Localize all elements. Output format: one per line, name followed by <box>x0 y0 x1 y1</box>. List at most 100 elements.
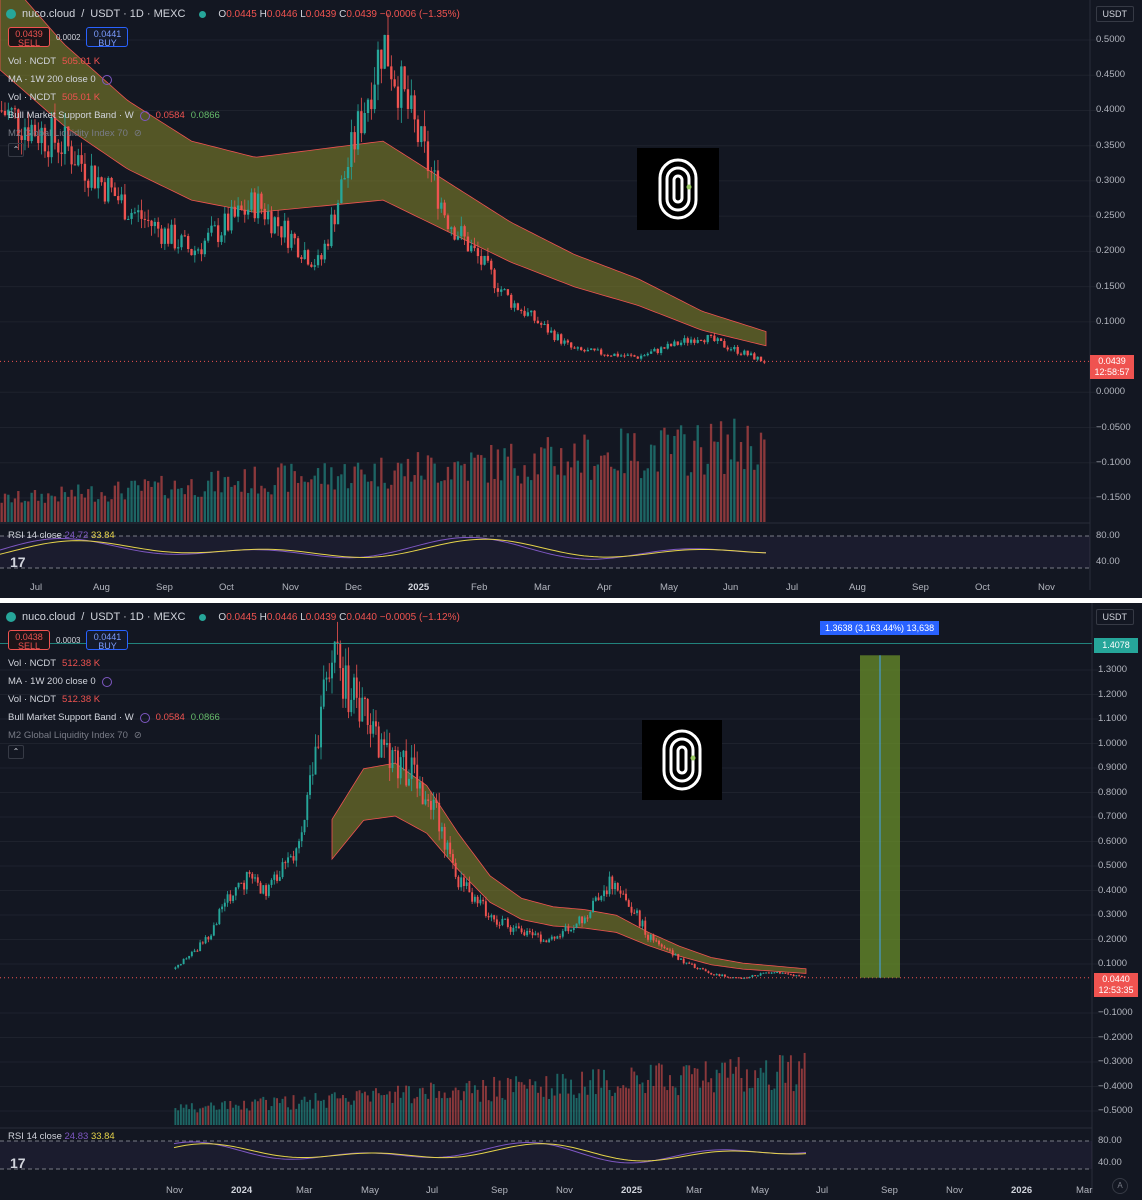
time-tick-label: Nov <box>1038 582 1055 593</box>
price-tick-label: 0.3000 <box>1096 174 1126 186</box>
candle-body <box>751 975 754 978</box>
symbol-name[interactable]: nuco.cloud <box>22 8 76 20</box>
candle-body <box>663 347 666 349</box>
volume-bar <box>759 432 763 522</box>
volume-bar <box>223 477 226 522</box>
volume-bar <box>762 1072 765 1125</box>
volume-bar <box>353 466 356 522</box>
currency-selector[interactable]: USDT <box>1095 609 1134 625</box>
volume-bar <box>599 455 603 522</box>
candle-body <box>405 750 408 786</box>
symbol-pair[interactable]: USDT · 1D · MEXC <box>90 8 186 20</box>
candle-body <box>432 799 435 810</box>
candle-body <box>573 347 576 349</box>
candle-body <box>781 972 784 974</box>
tradingview-logo[interactable]: 17 <box>10 554 26 570</box>
legend-bmsb[interactable]: Bull Market Support Band · W 0.0584 0.0866 <box>8 712 220 723</box>
volume-bar <box>726 434 729 522</box>
sell-button[interactable]: 0.0439 SELL <box>8 27 50 48</box>
volume-bar <box>729 459 733 522</box>
volume-bar <box>729 1059 732 1125</box>
collapse-legend-button[interactable]: ⌃ <box>8 143 24 157</box>
symbol-pair[interactable]: USDT · 1D · MEXC <box>90 611 186 623</box>
volume-bar <box>213 491 216 522</box>
tradingview-logo[interactable]: 17 <box>10 1155 26 1171</box>
candle-body <box>286 220 290 248</box>
rsi-legend[interactable]: RSI 14 close 24.83 33.84 <box>8 1131 115 1142</box>
candle-body <box>240 205 243 210</box>
symbol-name[interactable]: nuco.cloud <box>22 611 76 623</box>
candle-body <box>545 940 548 943</box>
candle-body <box>230 206 233 231</box>
candle-body <box>548 939 551 943</box>
candle-body <box>226 894 229 903</box>
price-tick-label: 0.2500 <box>1096 210 1126 222</box>
candle-body <box>756 356 759 360</box>
chart-panel-top[interactable]: nuco.cloud / USDT · 1D · MEXC O0.0445 H0… <box>0 0 1142 598</box>
candle-body <box>360 111 363 134</box>
candle-body <box>578 916 581 924</box>
rsi-legend[interactable]: RSI 14 close 24.72 33.84 <box>8 530 115 541</box>
volume-bar <box>376 486 380 522</box>
candle-body <box>652 934 655 941</box>
volume-bar <box>639 478 643 522</box>
volume-bar <box>479 1101 482 1125</box>
candle-body <box>460 226 463 237</box>
volume-bar <box>200 496 203 522</box>
candle-body <box>281 862 284 878</box>
collapse-legend-button[interactable]: ⌃ <box>8 745 24 759</box>
price-tick-label: 0.4000 <box>1096 104 1126 116</box>
candle-body <box>137 210 140 213</box>
price-tick-label: −0.1000 <box>1096 456 1131 468</box>
volume-bar <box>674 1087 677 1125</box>
legend-vol-2[interactable]: Vol · NCDT 512.38 K <box>8 694 101 705</box>
time-tick-label: Aug <box>849 582 866 593</box>
candle-body <box>399 757 402 779</box>
buy-button[interactable]: 0.0441 BUY <box>86 630 129 651</box>
legend-m2[interactable]: M2 Global Liquidity Index 70 ⊘ <box>8 125 220 143</box>
volume-bar <box>366 1095 369 1125</box>
volume-bar <box>713 441 716 522</box>
volume-bar <box>443 1092 446 1125</box>
auto-scale-button[interactable]: A <box>1112 1178 1128 1194</box>
candle-body <box>87 180 90 188</box>
volume-bar <box>438 1091 441 1125</box>
volume-bar <box>73 496 77 522</box>
candle-body <box>421 782 424 805</box>
buy-button[interactable]: 0.0441 BUY <box>86 27 129 48</box>
sell-button[interactable]: 0.0438 SELL <box>8 630 50 651</box>
candle-body <box>256 193 260 219</box>
legend-bmsb[interactable]: Bull Market Support Band · W 0.0584 0.0866 <box>8 110 220 121</box>
legend-ma[interactable]: MA · 1W 200 close 0 <box>8 71 220 89</box>
candle-body <box>188 955 191 959</box>
volume-bar <box>575 1098 578 1125</box>
candle-body <box>364 697 366 699</box>
volume-bar <box>759 1067 762 1125</box>
volume-bar <box>756 464 759 522</box>
legend-m2[interactable]: M2 Global Liquidity Index 70 ⊘ <box>8 727 220 745</box>
volume-bar <box>789 1055 792 1125</box>
measure-label: 1.3638 (3,163.44%) 13,638 <box>820 621 940 635</box>
volume-bar <box>710 1078 713 1125</box>
candle-body <box>600 896 603 901</box>
volume-bar <box>210 471 213 522</box>
legend-vol[interactable]: Vol · NCDT 505.01 K <box>8 56 101 67</box>
hidden-eye-icon[interactable]: ⊘ <box>133 128 142 139</box>
legend-vol[interactable]: Vol · NCDT 512.38 K <box>8 658 101 669</box>
candle-body <box>50 117 53 158</box>
price-tick-label: 0.2000 <box>1098 933 1128 945</box>
rsi-ma-line <box>173 1143 807 1162</box>
volume-bar <box>293 471 296 522</box>
legend-ma[interactable]: MA · 1W 200 close 0 <box>8 673 220 691</box>
rsi-ma-line <box>0 538 767 558</box>
candle-body <box>743 350 746 355</box>
candle-body <box>410 757 413 779</box>
legend-vol-2[interactable]: Vol · NCDT 505.01 K <box>8 92 101 103</box>
currency-selector[interactable]: USDT <box>1095 6 1134 22</box>
chart-canvas[interactable] <box>0 0 1142 598</box>
chart-panel-bottom[interactable]: nuco.cloud / USDT · 1D · MEXC O0.0445 H0… <box>0 603 1142 1200</box>
volume-bar <box>626 433 629 522</box>
time-tick-label: 2024 <box>231 1185 253 1196</box>
chart-canvas[interactable] <box>0 603 1142 1200</box>
hidden-eye-icon[interactable]: ⊘ <box>133 730 142 741</box>
